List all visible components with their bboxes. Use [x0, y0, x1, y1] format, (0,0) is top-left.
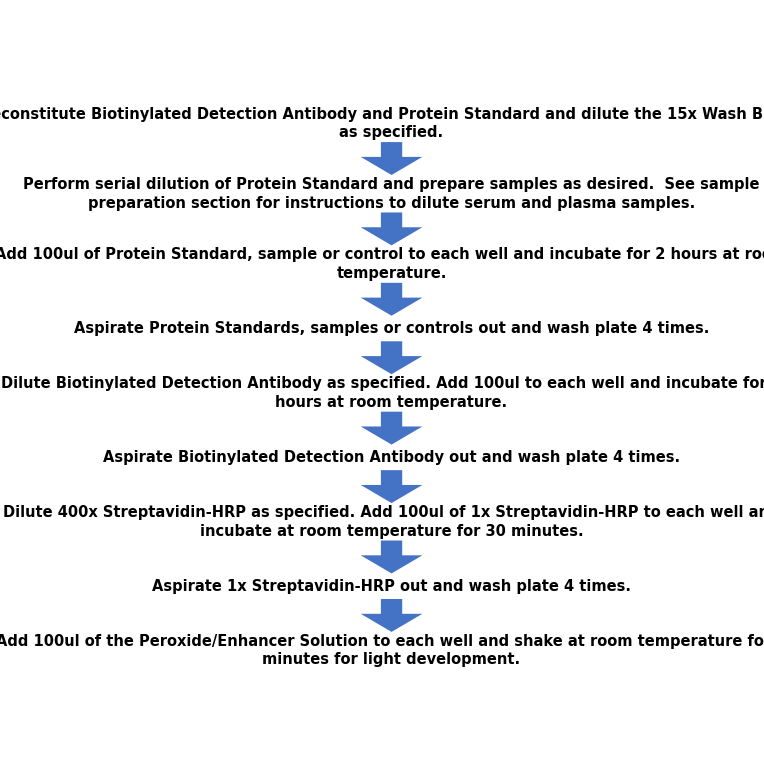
- Polygon shape: [361, 470, 422, 503]
- Polygon shape: [361, 283, 422, 316]
- Polygon shape: [361, 540, 422, 574]
- Polygon shape: [361, 212, 422, 245]
- Text: Reconstitute Biotinylated Detection Antibody and Protein Standard and dilute the: Reconstitute Biotinylated Detection Anti…: [0, 106, 764, 140]
- Text: Aspirate 1x Streptavidin-HRP out and wash plate 4 times.: Aspirate 1x Streptavidin-HRP out and was…: [152, 578, 631, 594]
- Text: Add 100ul of the Peroxide/Enhancer Solution to each well and shake at room tempe: Add 100ul of the Peroxide/Enhancer Solut…: [0, 634, 764, 668]
- Text: Perform serial dilution of Protein Standard and prepare samples as desired.  See: Perform serial dilution of Protein Stand…: [23, 177, 760, 211]
- Polygon shape: [361, 599, 422, 632]
- Polygon shape: [361, 342, 422, 374]
- Text: Aspirate Biotinylated Detection Antibody out and wash plate 4 times.: Aspirate Biotinylated Detection Antibody…: [103, 450, 680, 465]
- Polygon shape: [361, 412, 422, 445]
- Text: Dilute Biotinylated Detection Antibody as specified. Add 100ul to each well and : Dilute Biotinylated Detection Antibody a…: [1, 376, 764, 410]
- Text: Add 100ul of Protein Standard, sample or control to each well and incubate for 2: Add 100ul of Protein Standard, sample or…: [0, 248, 764, 281]
- Polygon shape: [361, 142, 422, 175]
- Text: Dilute 400x Streptavidin-HRP as specified. Add 100ul of 1x Streptavidin-HRP to e: Dilute 400x Streptavidin-HRP as specifie…: [3, 505, 764, 539]
- Text: Aspirate Protein Standards, samples or controls out and wash plate 4 times.: Aspirate Protein Standards, samples or c…: [74, 321, 709, 336]
